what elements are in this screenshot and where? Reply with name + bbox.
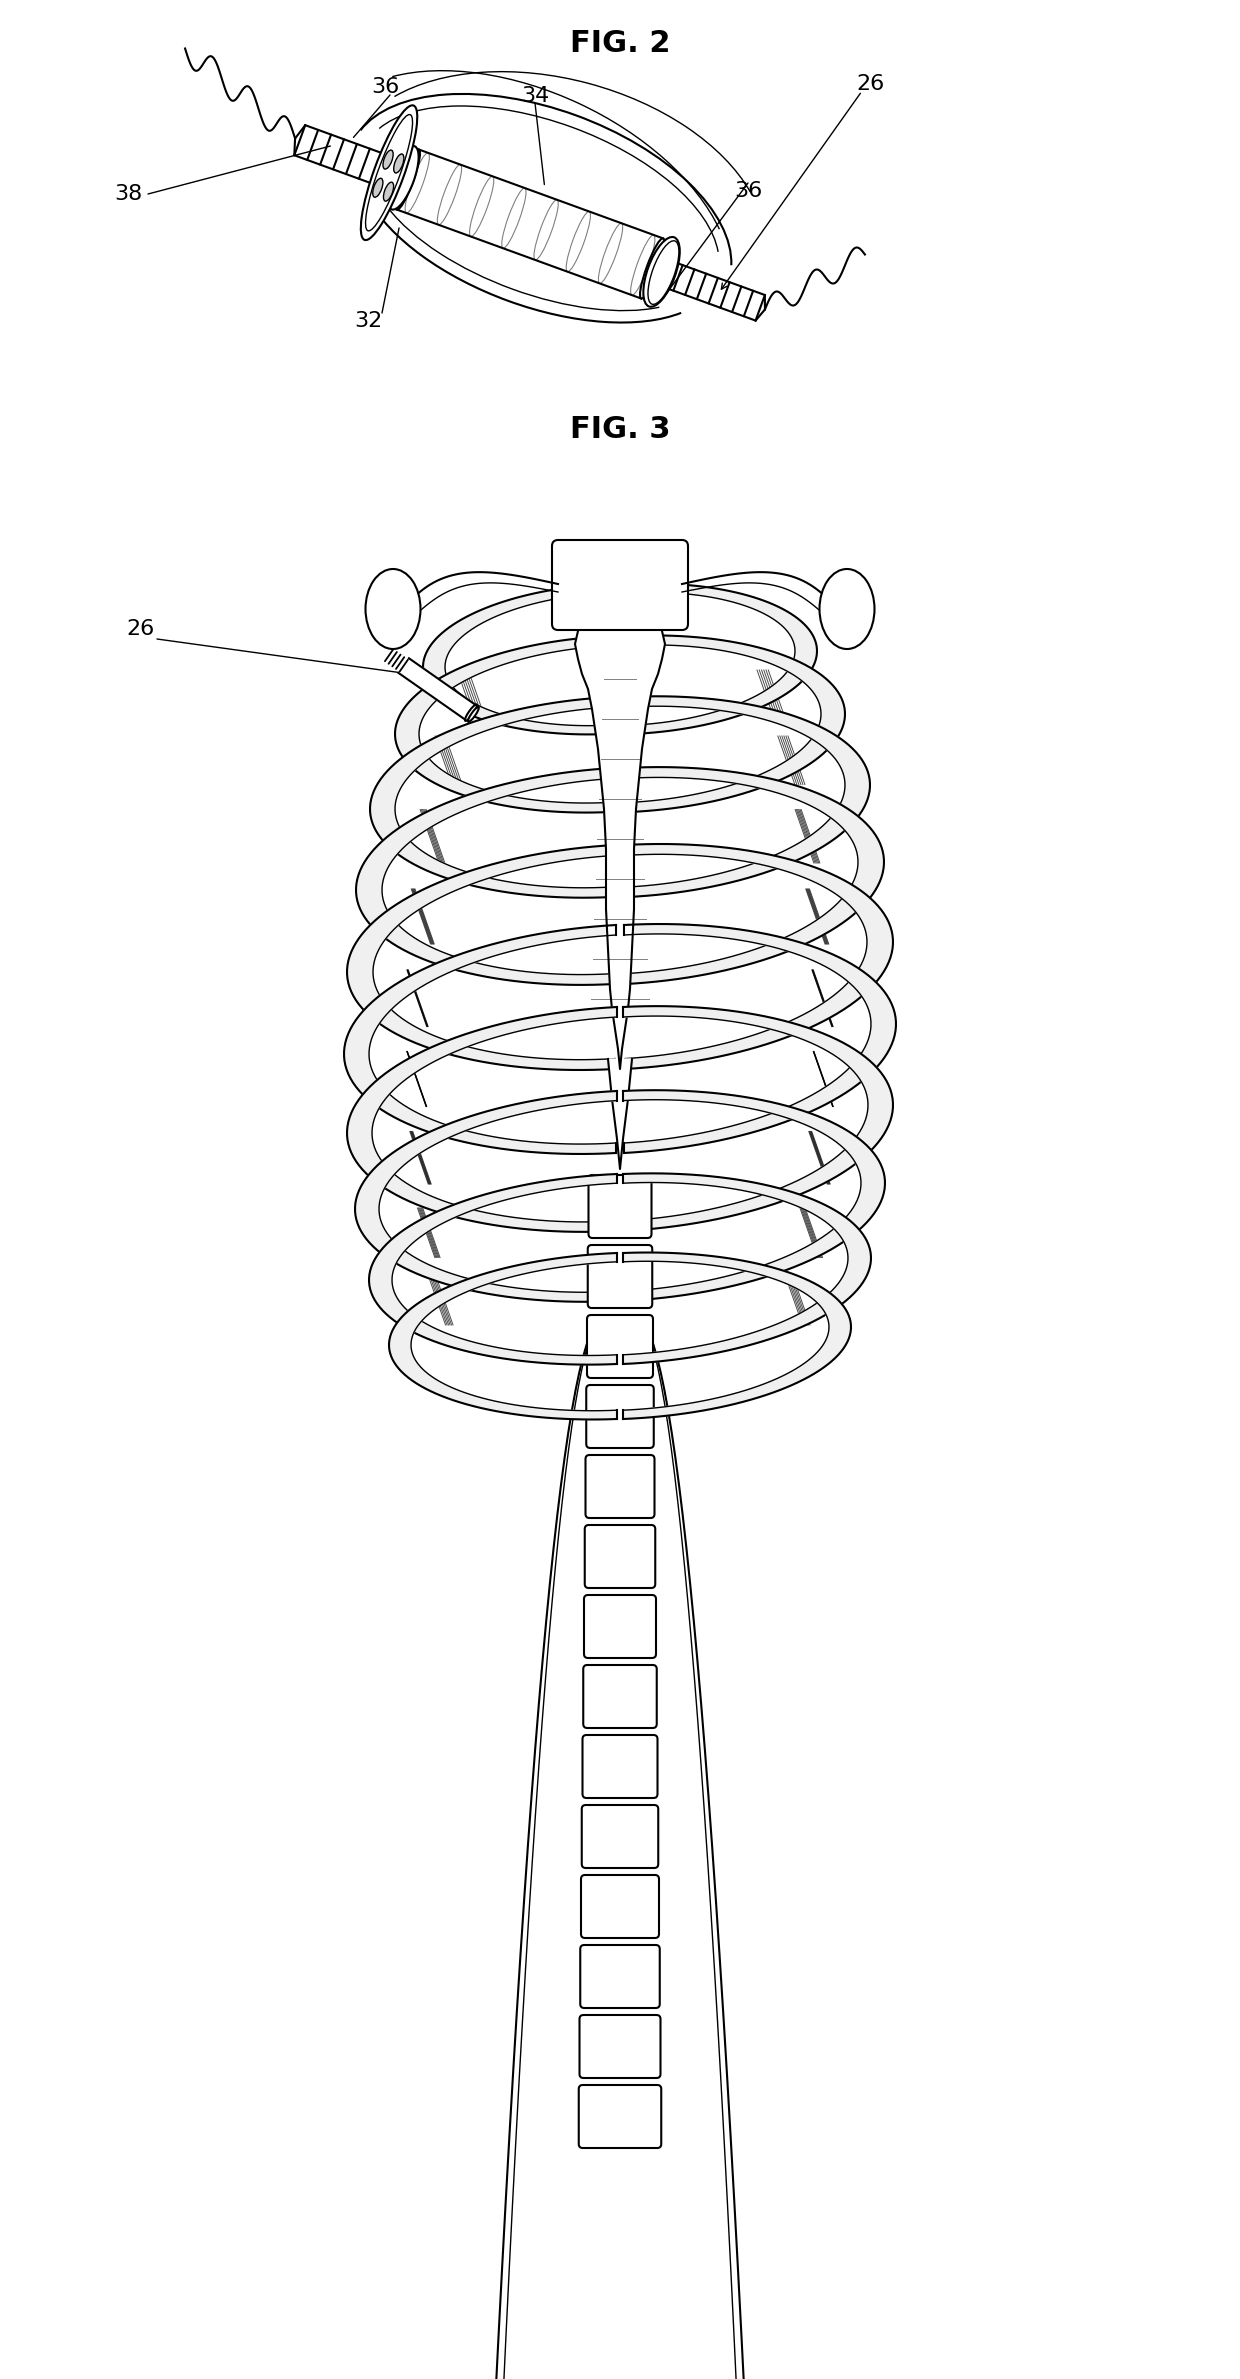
Ellipse shape [361,105,418,240]
Ellipse shape [383,183,393,202]
Polygon shape [622,1006,893,1230]
Polygon shape [632,583,817,735]
Polygon shape [624,923,897,1154]
FancyBboxPatch shape [587,1316,653,1377]
Text: FIG. 3: FIG. 3 [569,414,671,442]
FancyBboxPatch shape [582,1806,658,1868]
Polygon shape [626,766,884,985]
FancyBboxPatch shape [585,1525,655,1589]
FancyBboxPatch shape [552,540,688,630]
Ellipse shape [366,569,420,649]
Polygon shape [622,1090,885,1301]
Ellipse shape [388,145,419,209]
Ellipse shape [396,150,420,209]
Polygon shape [389,1254,618,1420]
Polygon shape [625,845,893,1068]
Ellipse shape [649,240,678,305]
FancyBboxPatch shape [583,1665,657,1727]
Ellipse shape [373,178,383,197]
Polygon shape [622,1173,870,1363]
Polygon shape [423,583,608,735]
Ellipse shape [467,707,479,721]
Polygon shape [343,925,616,1154]
Polygon shape [356,768,614,985]
Polygon shape [630,635,844,811]
Ellipse shape [383,150,393,169]
Text: 26: 26 [126,619,155,640]
Text: 34: 34 [521,86,549,107]
Ellipse shape [465,704,477,721]
FancyBboxPatch shape [579,2015,661,2077]
FancyBboxPatch shape [584,1594,656,1658]
Text: 36: 36 [734,181,763,200]
Ellipse shape [640,238,665,300]
Polygon shape [370,1173,618,1366]
FancyBboxPatch shape [587,1385,653,1449]
FancyBboxPatch shape [583,1734,657,1799]
FancyBboxPatch shape [580,1946,660,2008]
Polygon shape [396,635,610,814]
Polygon shape [575,623,665,1068]
Ellipse shape [644,238,680,307]
Text: FIG. 2: FIG. 2 [569,29,671,59]
Polygon shape [347,845,615,1071]
FancyBboxPatch shape [588,1244,652,1308]
Ellipse shape [366,114,413,231]
Polygon shape [397,150,663,297]
Text: 38: 38 [114,183,143,205]
Polygon shape [347,1006,618,1232]
FancyBboxPatch shape [585,1456,655,1518]
Ellipse shape [820,569,874,649]
Text: 26: 26 [856,74,884,95]
Polygon shape [355,1092,618,1301]
Ellipse shape [394,155,404,174]
Polygon shape [398,659,476,721]
FancyBboxPatch shape [582,1875,658,1939]
FancyBboxPatch shape [589,1175,651,1237]
Polygon shape [608,1059,632,1168]
Polygon shape [370,697,613,897]
Text: 36: 36 [371,76,399,98]
Polygon shape [627,697,870,897]
Text: 32: 32 [353,312,382,331]
FancyBboxPatch shape [579,2084,661,2148]
Polygon shape [622,1251,851,1418]
